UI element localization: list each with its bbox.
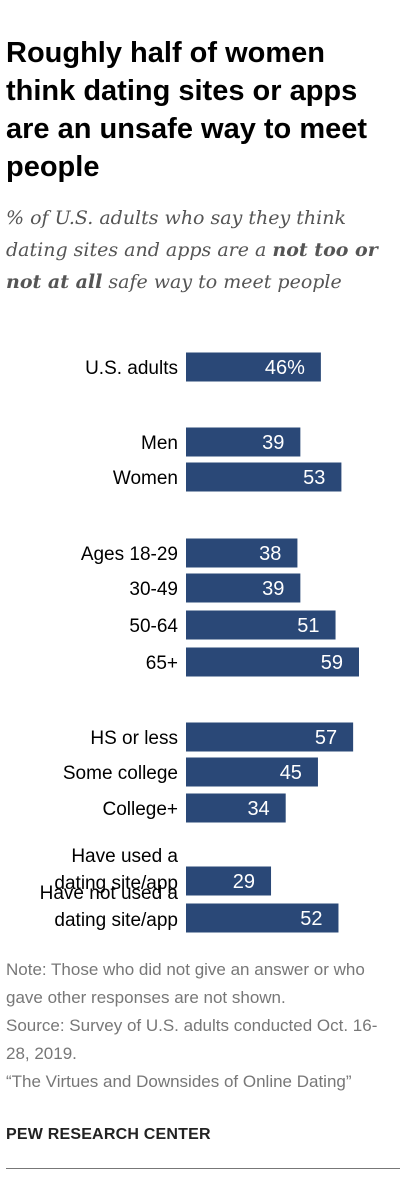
bar — [186, 573, 301, 603]
chart-subtitle: % of U.S. adults who say they think dati… — [6, 202, 400, 298]
value-label: 51 — [297, 615, 319, 637]
bar — [186, 647, 359, 677]
value-label: 39 — [262, 432, 284, 454]
bar — [186, 462, 342, 492]
bottom-rule — [6, 1168, 400, 1169]
value-label: 39 — [262, 578, 284, 600]
category-label: Have not used a — [40, 883, 179, 904]
value-label: 59 — [321, 652, 343, 674]
category-label: U.S. adults — [85, 358, 178, 379]
category-label: 65+ — [146, 653, 178, 674]
category-label: HS or less — [90, 728, 178, 749]
category-label: Men — [141, 433, 178, 454]
chart-title: Roughly half of women think dating sites… — [6, 37, 368, 183]
bar — [186, 610, 336, 640]
category-label: 50-64 — [129, 616, 178, 637]
category-label: College+ — [102, 799, 178, 820]
subtitle-text-end: safe way to meet people — [102, 271, 342, 293]
organization-credit: PEW RESEARCH CENTER — [6, 1126, 211, 1143]
category-label: Have used a — [71, 846, 178, 867]
bar — [186, 427, 301, 457]
bar-chart: 46% U.S. adults 39 Men 53 Women 38 Ages 18-29 39… — [40, 352, 359, 933]
value-label: 38 — [259, 543, 281, 565]
category-label: dating site/app — [54, 910, 178, 931]
bar — [186, 352, 321, 382]
category-label: dating site/app — [54, 873, 178, 894]
subtitle-text: % of U.S. adults who say they think dati… — [6, 207, 346, 261]
notes: Note: Those who did not give an answer o… — [6, 956, 400, 1096]
note-text: Note: Those who did not give an answer o… — [6, 960, 365, 1007]
bar — [186, 757, 318, 787]
value-label: 34 — [247, 798, 269, 820]
source-text: Source: Survey of U.S. adults conducted … — [6, 1016, 378, 1063]
value-label: 53 — [303, 467, 325, 489]
value-label: 52 — [300, 908, 322, 930]
bar — [186, 538, 298, 568]
category-label: Some college — [63, 763, 178, 784]
value-label: 46% — [265, 357, 305, 379]
bar — [186, 793, 286, 823]
bar — [186, 722, 354, 752]
bar — [186, 866, 272, 896]
value-label: 45 — [280, 762, 302, 784]
report-title-text: “The Virtues and Downsides of Online Dat… — [6, 1072, 352, 1091]
category-label: Women — [113, 468, 178, 489]
value-label: 57 — [315, 727, 337, 749]
value-label: 29 — [233, 871, 255, 893]
category-label: 30-49 — [129, 579, 178, 600]
bar — [186, 903, 339, 933]
category-label: Ages 18-29 — [81, 544, 178, 565]
subtitle-emphasis: not too or not at all — [6, 239, 378, 293]
